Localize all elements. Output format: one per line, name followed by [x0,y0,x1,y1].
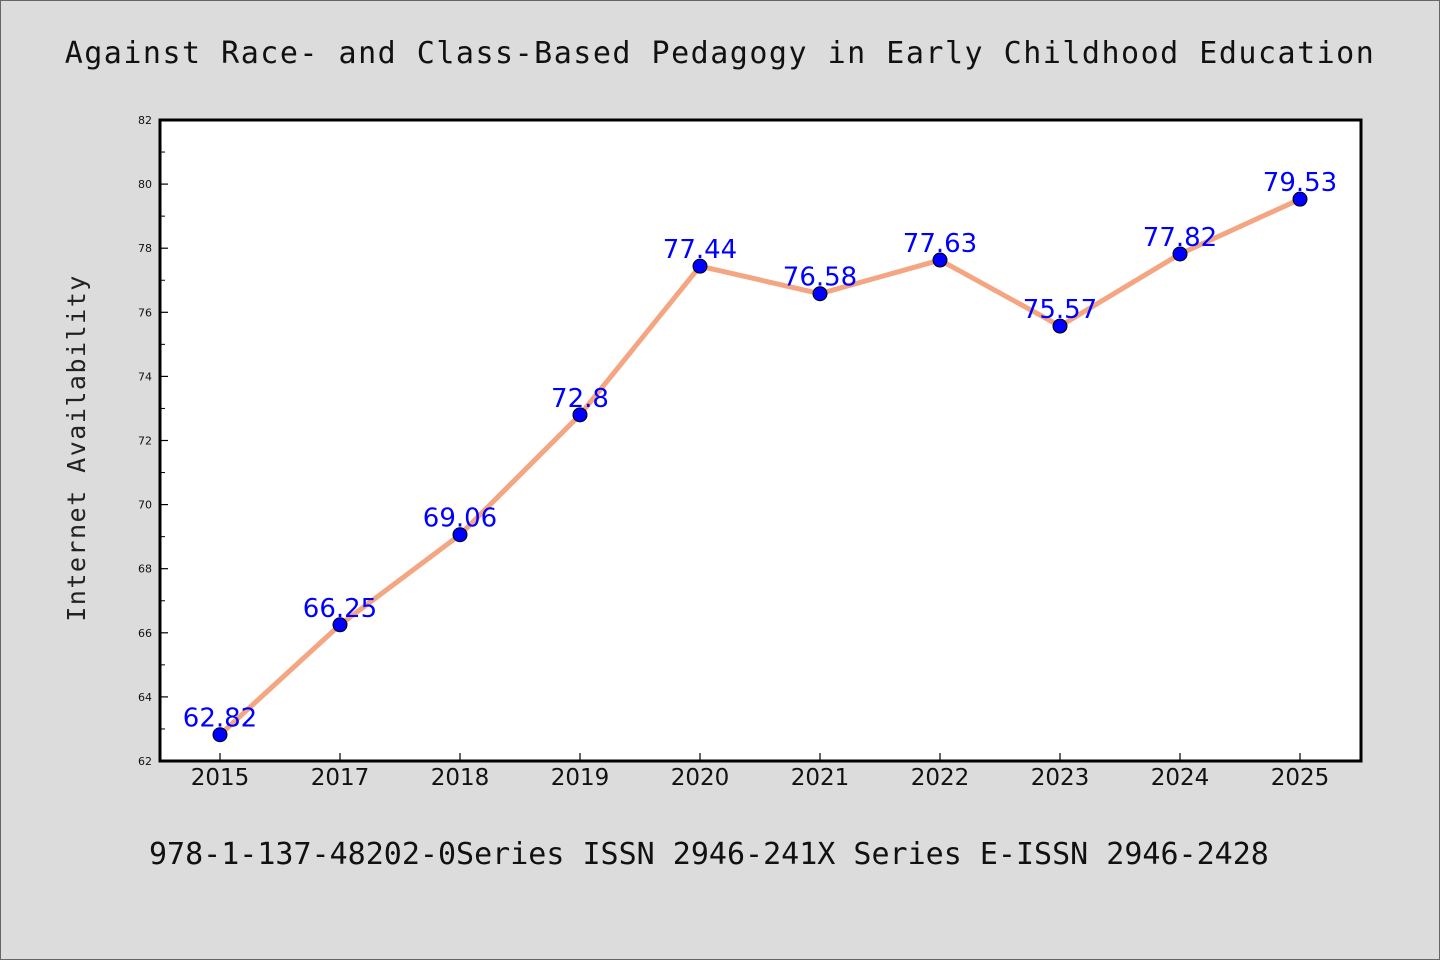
x-tick-label: 2020 [671,765,730,791]
data-point-label: 77.44 [663,235,737,265]
data-point-marker [1052,318,1068,334]
series-line [217,196,1303,738]
y-tick-label: 80 [138,178,152,191]
data-point-marker [332,617,348,633]
data-point-label: 62.82 [183,704,257,734]
x-tick-label: 2025 [1271,765,1330,791]
data-point-marker [692,258,708,274]
y-tick-label: 62 [138,755,152,768]
y-tick-label: 72 [138,435,152,448]
data-point-label: 75.57 [1023,295,1097,325]
y-tick-label: 74 [138,370,152,383]
y-tick-label: 66 [138,627,152,640]
x-axis-ticks: 2015 2017 2018 2019 2020 2021 2022 2023 2024 2025 [191,753,1330,791]
y-tick-label: 64 [138,691,152,704]
x-tick-label: 2019 [551,765,610,791]
x-tick-label: 2023 [1031,765,1090,791]
data-point-label: 69.06 [423,504,497,534]
data-point-marker [812,286,828,302]
data-point-label: 66.25 [303,594,377,624]
data-point-label: 72.8 [551,384,609,414]
x-tick-label: 2022 [911,765,970,791]
data-point-marker [1292,191,1308,207]
data-point-label: 76.58 [783,263,857,293]
data-point-marker [1172,246,1188,262]
y-axis-ticks: 62 64 66 68 70 72 74 76 78 80 82 [138,114,168,768]
data-point-label: 79.53 [1263,168,1337,198]
y-tick-label: 68 [138,563,152,576]
data-point-marker [932,252,948,268]
x-tick-label: 2024 [1151,765,1210,791]
isbn-issn-footer: 978-1-137-48202-0Series ISSN 2946-241X S… [149,837,1269,872]
x-tick-label: 2021 [791,765,850,791]
data-point-marker [212,727,228,743]
data-point-marker [452,527,468,543]
data-markers [212,191,1308,743]
y-tick-label: 78 [138,242,152,255]
data-labels: 62.82 66.25 69.06 72.8 77.44 76.58 77.63 75.57 7… [183,168,1337,734]
y-tick-label: 70 [138,499,152,512]
x-tick-label: 2015 [191,765,250,791]
y-tick-label: 82 [138,114,152,127]
data-point-label: 77.63 [903,229,977,259]
data-point-label: 77.82 [1143,223,1217,253]
y-tick-label: 76 [138,306,152,319]
chart-title: Against Race- and Class-Based Pedagogy i… [65,36,1376,71]
plot-area [158,118,1363,763]
x-tick-label: 2017 [311,765,370,791]
x-tick-label: 2018 [431,765,490,791]
y-axis-label: Internet Availability [62,274,91,622]
data-point-marker [572,407,588,423]
